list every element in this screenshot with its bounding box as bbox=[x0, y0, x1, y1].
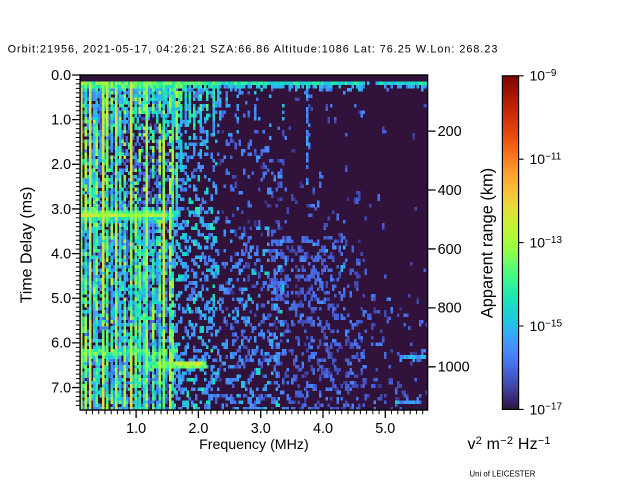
svg-text:4.0: 4.0 bbox=[313, 421, 333, 437]
svg-text:Orbit:21956, 2021-05-17, 04:26: Orbit:21956, 2021-05-17, 04:26:21 SZA:66… bbox=[8, 44, 499, 56]
svg-text:1000: 1000 bbox=[438, 360, 470, 376]
svg-text:600: 600 bbox=[438, 242, 462, 258]
svg-text:400: 400 bbox=[438, 183, 462, 199]
svg-text:v2 m−2 Hz−1: v2 m−2 Hz−1 bbox=[468, 435, 551, 453]
svg-text:2.0: 2.0 bbox=[188, 421, 208, 437]
svg-text:7.0: 7.0 bbox=[51, 380, 71, 396]
svg-text:200: 200 bbox=[438, 124, 462, 140]
svg-text:6.0: 6.0 bbox=[51, 336, 71, 352]
svg-text:5.0: 5.0 bbox=[51, 291, 71, 307]
svg-text:Frequency (MHz): Frequency (MHz) bbox=[199, 437, 309, 453]
svg-text:3.0: 3.0 bbox=[251, 421, 271, 437]
svg-text:Apparent range (km): Apparent range (km) bbox=[479, 168, 497, 318]
svg-text:Uni of LEICESTER: Uni of LEICESTER bbox=[470, 470, 536, 479]
svg-text:5.0: 5.0 bbox=[375, 421, 395, 437]
svg-text:1.0: 1.0 bbox=[51, 112, 71, 128]
svg-text:4.0: 4.0 bbox=[51, 246, 71, 262]
svg-text:2.0: 2.0 bbox=[51, 157, 71, 173]
svg-text:3.0: 3.0 bbox=[51, 202, 71, 218]
svg-text:Time Delay (ms): Time Delay (ms) bbox=[19, 187, 36, 304]
svg-text:1.0: 1.0 bbox=[126, 421, 146, 437]
svg-text:0.0: 0.0 bbox=[51, 68, 71, 84]
svg-text:800: 800 bbox=[438, 301, 462, 317]
